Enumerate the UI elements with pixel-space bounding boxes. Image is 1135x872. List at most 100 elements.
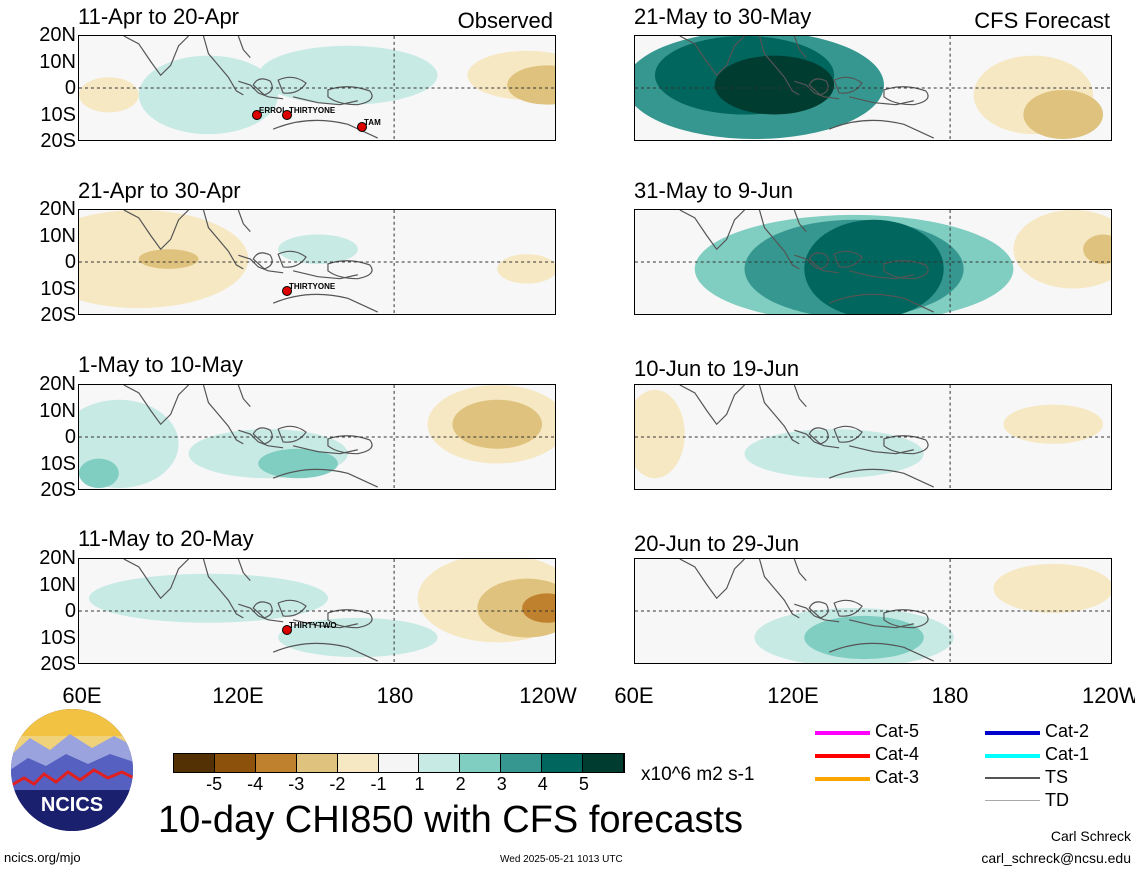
lon-label: 60E <box>62 683 102 708</box>
coastline <box>794 429 840 449</box>
storm-marker-icon <box>357 122 367 132</box>
colorbar <box>173 753 625 773</box>
lon-label: 120E <box>212 683 264 708</box>
coastline <box>828 119 934 139</box>
anomaly-contour <box>79 458 119 489</box>
colorbar-cell <box>419 754 461 772</box>
coastline <box>808 252 829 270</box>
panel-tag: Observed <box>457 8 553 33</box>
coastline <box>123 559 189 600</box>
panel-title: 20-Jun to 29-Jun <box>634 531 800 556</box>
main-title: 10-day CHI850 with CFS forecasts <box>158 799 744 841</box>
coastline <box>327 435 373 455</box>
legend-swatch <box>985 777 1040 779</box>
anomaly-contour <box>452 399 543 449</box>
colorbar-cell <box>337 754 379 772</box>
legend-label: TS <box>1045 767 1069 787</box>
coastline <box>793 385 807 407</box>
colorbar-cell <box>255 754 297 772</box>
colorbar-cell <box>501 754 543 772</box>
legend-swatch <box>985 754 1040 758</box>
lat-label: 10N <box>39 50 76 73</box>
colorbar-tick-label: 2 <box>455 774 466 794</box>
colorbar-cell <box>296 754 338 772</box>
coastline <box>883 435 929 455</box>
coastline <box>123 36 189 77</box>
legend-swatch <box>815 777 870 781</box>
legend-label: Cat-2 <box>1045 721 1090 741</box>
storm-marker-icon <box>282 286 292 296</box>
coastline <box>808 78 829 96</box>
anomaly-contour <box>278 617 438 658</box>
lat-label: 0 <box>64 251 76 273</box>
lon-label: 120W <box>519 683 577 708</box>
legend-label: Cat-5 <box>875 721 920 741</box>
lat-label: 20N <box>39 547 76 569</box>
coastline <box>237 559 251 581</box>
colorbar-cell <box>460 754 502 772</box>
anomaly-contour <box>258 45 438 105</box>
anomaly-contour <box>138 55 279 135</box>
legend-label: Cat-4 <box>875 744 920 764</box>
legend-swatch <box>985 731 1040 735</box>
panel-title: 1-May to 10-May <box>78 352 244 377</box>
coastline <box>272 119 378 139</box>
lat-label: 20S <box>40 130 76 152</box>
coastline <box>833 76 863 94</box>
coastline <box>883 260 929 280</box>
coastline <box>237 385 251 407</box>
coastline <box>292 445 358 455</box>
coastline <box>833 425 863 443</box>
coastline <box>793 559 807 581</box>
coastline <box>883 86 929 106</box>
coastline <box>808 601 829 619</box>
coastline <box>237 36 251 58</box>
colorbar-tick-label: 1 <box>414 774 425 794</box>
lon-label: 180 <box>376 683 414 708</box>
legend-swatch <box>815 731 870 735</box>
panel-title: 31-May to 9-Jun <box>634 178 793 203</box>
lat-label: 20S <box>40 479 76 501</box>
anomaly-contour <box>477 578 555 638</box>
coastline <box>327 609 373 629</box>
colorbar-tick-label: -4 <box>247 774 264 794</box>
coastline <box>272 642 378 662</box>
coastline <box>848 96 914 106</box>
colorbar-cell <box>542 754 584 772</box>
storm-label: TAM <box>364 118 381 127</box>
storm-label: ERROL <box>259 106 287 115</box>
coastline <box>292 619 358 629</box>
coastline <box>327 260 373 280</box>
coastline <box>883 609 929 629</box>
colorbar-cell <box>174 754 215 772</box>
anomaly-contour <box>497 254 555 284</box>
coastline <box>828 468 934 488</box>
coastline <box>794 254 840 274</box>
lat-label: 10S <box>40 626 76 649</box>
colorbar-tick-label: -1 <box>370 774 387 794</box>
footer-timestamp: Wed 2025-05-21 1013 UTC <box>500 854 623 865</box>
anomaly-contour <box>1013 210 1111 289</box>
lat-label: 0 <box>64 426 76 448</box>
panel-title: 21-Apr to 30-Apr <box>78 178 241 203</box>
coastline <box>202 36 244 96</box>
coastline <box>292 270 358 280</box>
anomaly-contour <box>258 448 338 479</box>
coastline <box>828 293 934 313</box>
coastline <box>848 619 914 629</box>
colorbar-tick-label: 4 <box>537 774 548 794</box>
coastline <box>794 80 840 100</box>
coastline <box>272 293 378 313</box>
coastline <box>828 642 934 662</box>
lon-label: 180 <box>931 683 969 708</box>
legend-label: TD <box>1045 790 1069 810</box>
coastline <box>793 210 807 232</box>
coastline <box>327 86 373 106</box>
logo-text: NCICS <box>41 794 103 816</box>
colorbar-units: x10^6 m2 s-1 <box>641 764 755 785</box>
coastline <box>202 559 244 619</box>
lat-label: 20N <box>39 24 76 46</box>
lat-label: 20S <box>40 304 76 326</box>
coastline <box>758 559 800 619</box>
anomaly-contour <box>1083 234 1111 264</box>
